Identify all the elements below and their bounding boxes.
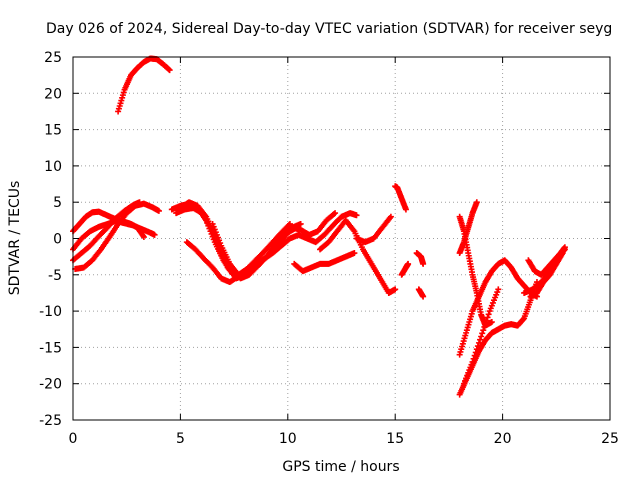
series-arc-25 xyxy=(521,246,568,296)
data-point xyxy=(470,355,477,362)
data-point xyxy=(483,317,490,324)
x-axis-title: GPS time / hours xyxy=(282,459,399,475)
series-arc-19 xyxy=(456,213,495,329)
data-point xyxy=(473,199,480,206)
data-point xyxy=(151,231,158,238)
series-arc-16 xyxy=(413,250,427,267)
series-arc-21 xyxy=(456,279,540,398)
series-arc-9 xyxy=(183,210,360,286)
tick-labels: 0 5 10 15 20 25 -25 -20 -15 -10 -5 0 5 10 15 20 25 xyxy=(39,50,619,447)
data-point xyxy=(561,246,568,253)
data-point xyxy=(479,330,486,337)
data-point xyxy=(488,318,495,325)
data-point xyxy=(473,346,480,353)
y-tick-label: -25 xyxy=(39,413,62,429)
y-tick-label: 0 xyxy=(53,232,62,248)
y-tick-label: 10 xyxy=(44,159,62,175)
series-arc-5 xyxy=(70,199,143,264)
series-arc-13 xyxy=(353,213,394,246)
y-axis-title: SDTVAR / TECUs xyxy=(7,181,23,296)
x-tick-label: 25 xyxy=(601,431,619,447)
series-arc-10 xyxy=(209,220,293,278)
series-arc-11 xyxy=(291,250,358,275)
data-point xyxy=(471,352,478,359)
data-point xyxy=(472,349,479,356)
data-point xyxy=(332,210,339,217)
x-tick-label: 20 xyxy=(494,431,512,447)
data-point xyxy=(136,199,143,206)
data-point xyxy=(474,343,481,350)
tick-marks xyxy=(72,56,611,421)
data-point xyxy=(286,220,293,227)
data-point xyxy=(495,286,502,293)
x-tick-label: 5 xyxy=(176,431,185,447)
data-point xyxy=(402,206,409,213)
series-arc-15 xyxy=(398,260,412,278)
data-point xyxy=(478,333,485,340)
data-point xyxy=(392,286,399,293)
series-arc-22 xyxy=(460,286,502,387)
data-point xyxy=(520,316,527,323)
x-tick-label: 15 xyxy=(386,431,404,447)
data-point xyxy=(420,293,427,300)
data-point xyxy=(351,250,358,257)
data-point xyxy=(481,323,488,330)
y-tick-label: 15 xyxy=(44,123,62,139)
data-point xyxy=(482,320,489,327)
grid xyxy=(73,57,610,420)
data-points xyxy=(70,55,568,398)
data-point xyxy=(353,212,360,219)
data-point xyxy=(484,314,491,321)
y-tick-label: -15 xyxy=(39,340,62,356)
y-tick-label: -20 xyxy=(39,377,62,393)
y-tick-label: -10 xyxy=(39,304,62,320)
series-arc-1 xyxy=(115,55,173,115)
data-point xyxy=(469,358,476,365)
data-point xyxy=(285,222,292,229)
y-tick-label: 25 xyxy=(44,50,62,66)
data-point xyxy=(420,260,427,267)
data-point xyxy=(140,234,147,241)
x-tick-label: 10 xyxy=(279,431,297,447)
data-point xyxy=(297,220,304,227)
data-point xyxy=(480,327,487,334)
data-point xyxy=(475,339,482,346)
data-point xyxy=(166,67,173,74)
data-point xyxy=(140,232,147,239)
data-point xyxy=(405,260,412,267)
data-point xyxy=(330,210,337,217)
data-point xyxy=(155,207,162,214)
data-point xyxy=(387,213,394,220)
x-tick-label: 0 xyxy=(69,431,78,447)
y-tick-label: -5 xyxy=(48,268,62,284)
data-point xyxy=(561,247,568,254)
y-tick-label: 20 xyxy=(44,86,62,102)
data-point xyxy=(477,336,484,343)
series-arc-12 xyxy=(317,217,399,296)
series-arc-17 xyxy=(415,286,427,300)
data-point xyxy=(485,311,492,318)
series-arc-14 xyxy=(392,183,409,213)
y-tick-label: 5 xyxy=(53,195,62,211)
chart-title: Day 026 of 2024, Sidereal Day-to-day VTE… xyxy=(46,21,612,37)
